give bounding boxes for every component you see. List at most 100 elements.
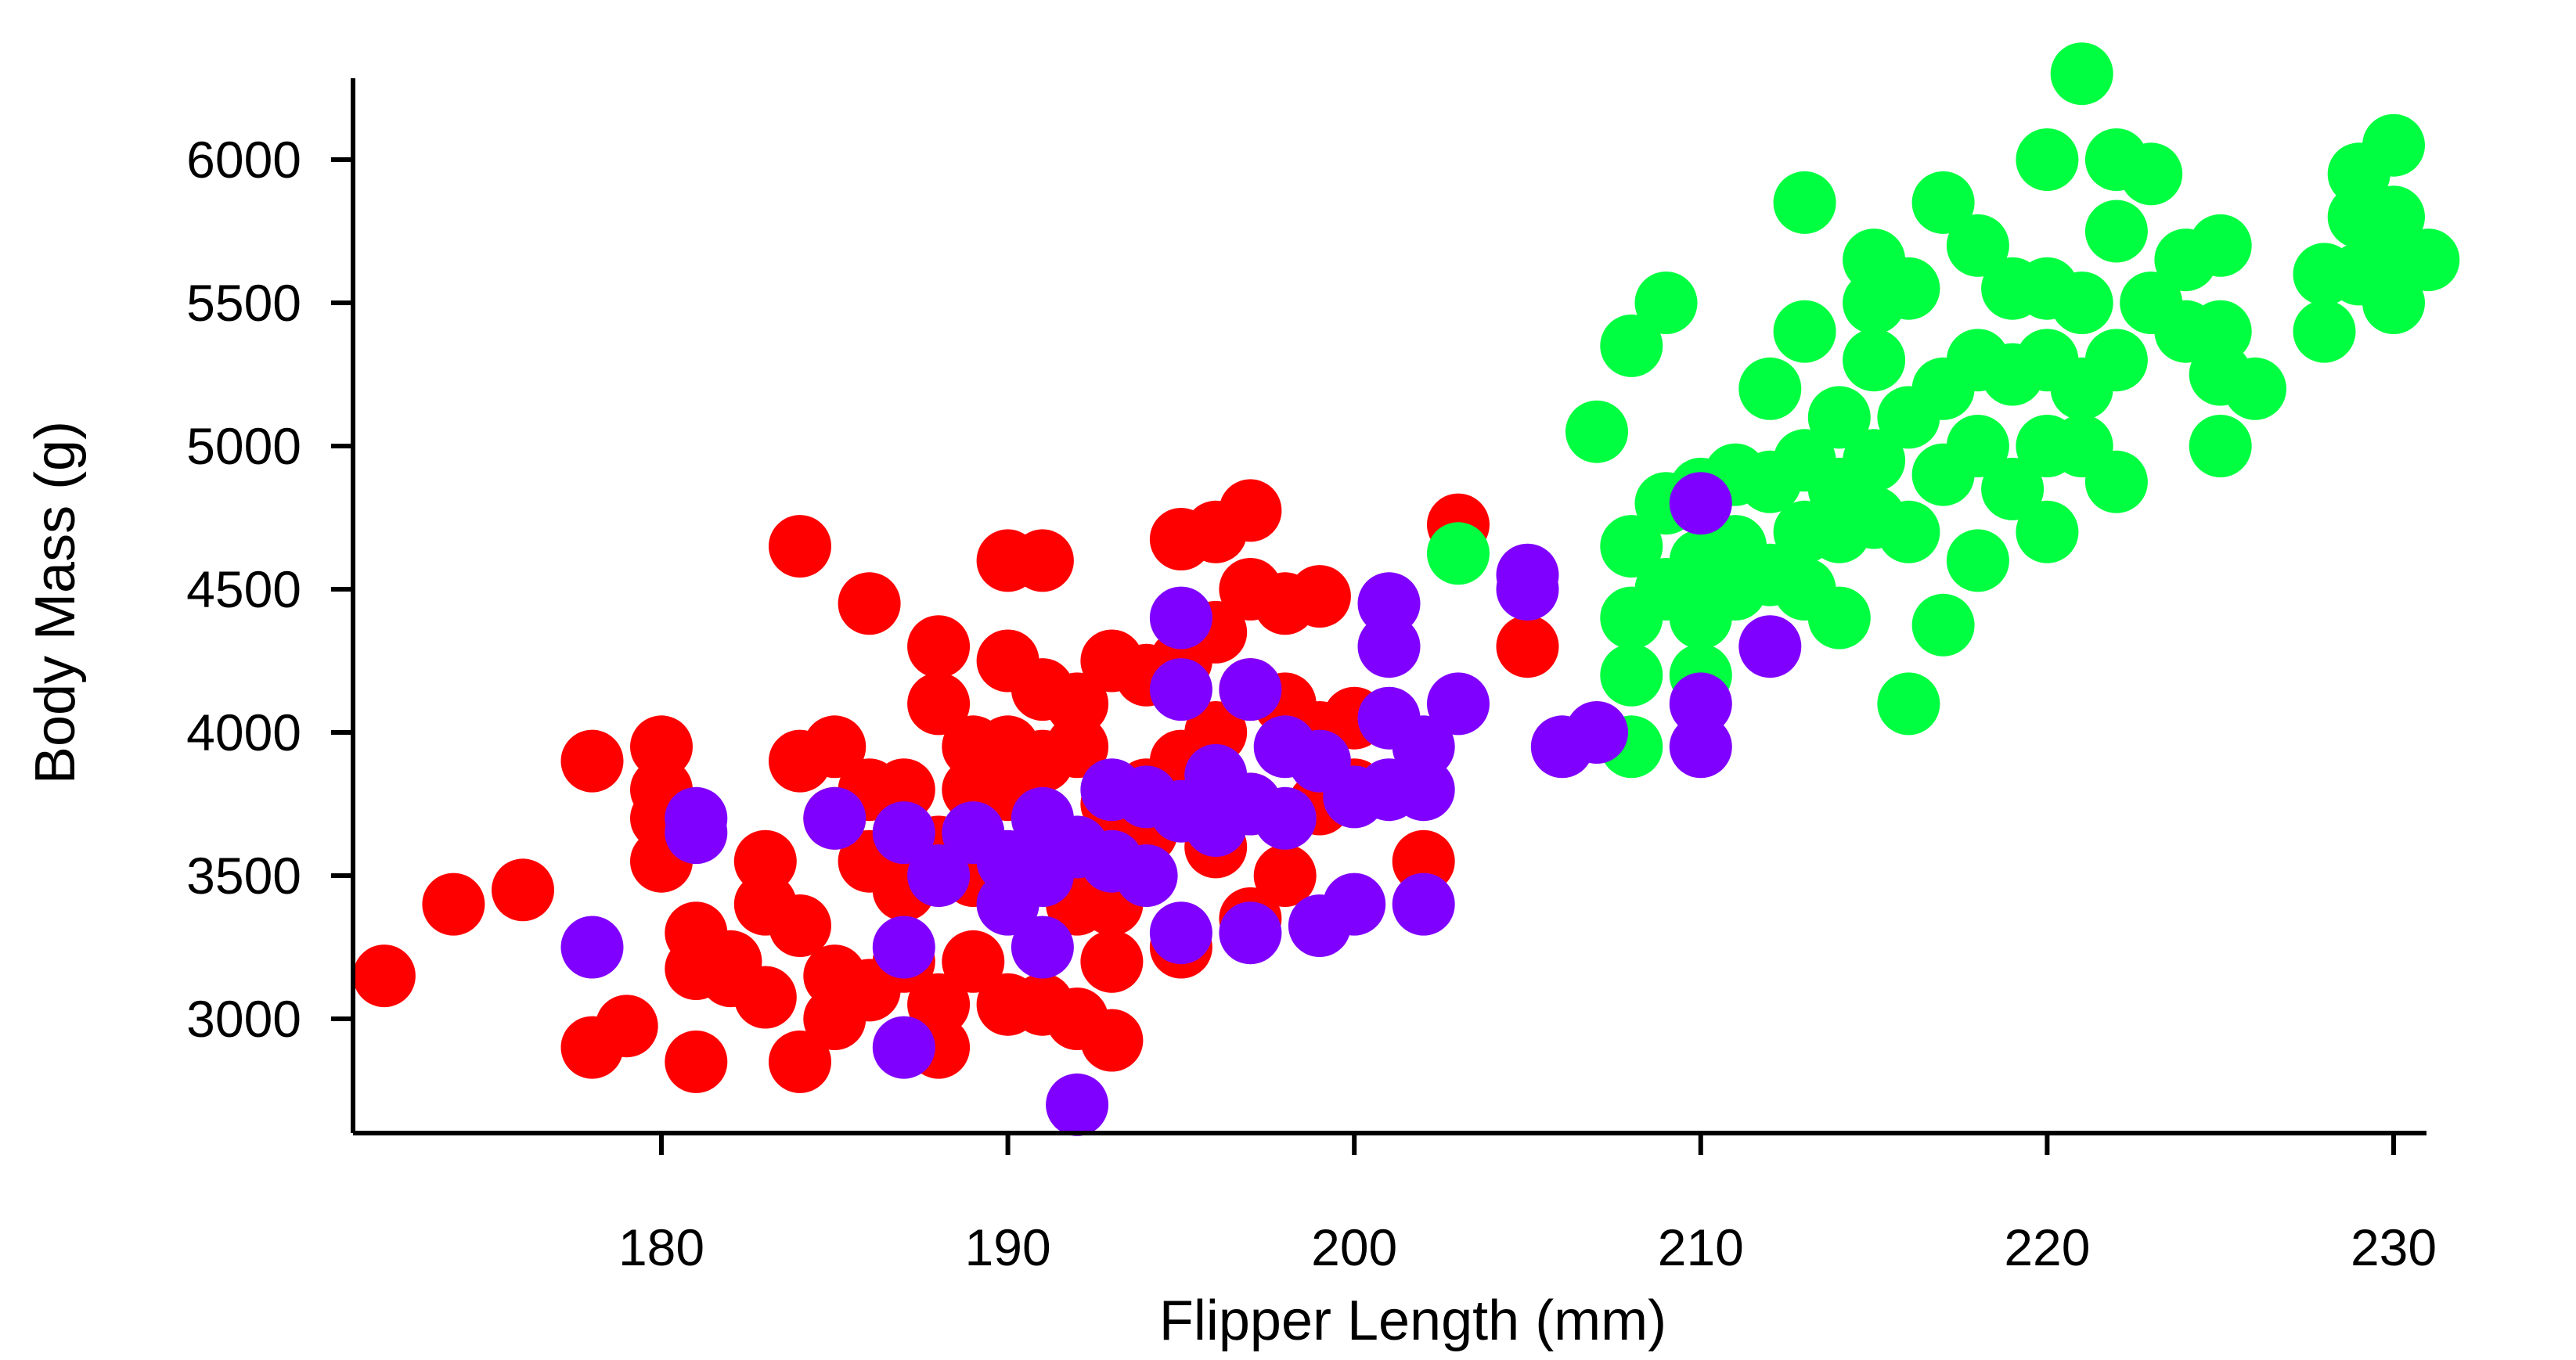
data-point-series-1	[1046, 672, 1109, 736]
data-point-series-1	[769, 1030, 831, 1093]
data-point-series-3	[803, 786, 866, 850]
data-point-series-3	[1253, 786, 1317, 850]
y-tick-label: 4000	[186, 703, 301, 761]
data-point-series-2	[2084, 200, 2148, 263]
data-point-series-1	[595, 995, 658, 1058]
x-tick-label: 180	[618, 1218, 704, 1276]
data-point-series-3	[1149, 586, 1212, 649]
data-point-series-2	[2293, 300, 2356, 363]
data-point-series-2	[1877, 500, 1940, 563]
y-tick-label: 4500	[186, 560, 301, 618]
data-point-series-2	[1946, 529, 2009, 592]
x-axis-title: Flipper Length (mm)	[1159, 1290, 1666, 1352]
data-point-series-1	[1046, 715, 1109, 779]
data-point-series-3	[1219, 658, 1282, 721]
data-point-series-2	[1877, 257, 1940, 320]
data-point-series-1	[1392, 829, 1455, 893]
data-point-series-3	[1357, 615, 1421, 678]
data-point-series-2	[2120, 142, 2183, 206]
data-point-series-3	[1357, 572, 1421, 635]
data-point-series-3	[1669, 472, 1732, 535]
data-point-series-2	[1807, 586, 1871, 649]
data-point-series-1	[803, 715, 866, 779]
data-point-series-2	[1911, 593, 1975, 657]
data-point-series-1	[1011, 529, 1074, 592]
data-point-series-2	[2016, 500, 2079, 563]
data-point-series-3	[1149, 901, 1212, 965]
data-point-series-2	[1600, 643, 1663, 707]
y-ticks: 3000 3500 4000 4500 5000 5500 6000	[186, 131, 353, 1048]
data-point-series-3	[665, 801, 728, 865]
data-point-series-2	[2016, 128, 2079, 191]
data-point-series-1	[1080, 930, 1144, 993]
data-point-series-1	[1184, 701, 1248, 764]
data-point-series-3	[1392, 758, 1455, 822]
data-point-series-2	[1565, 400, 1628, 463]
data-point-series-2	[2189, 415, 2252, 477]
data-point-series-2	[1946, 415, 2009, 477]
x-tick-label: 220	[2004, 1218, 2090, 1276]
axes-layer	[351, 78, 2426, 1135]
data-point-series-3	[907, 844, 971, 907]
data-point-series-3	[1219, 901, 1282, 965]
data-point-series-2	[1843, 429, 1906, 492]
data-point-series-3	[1323, 872, 1386, 936]
data-point-series-2	[2084, 329, 2148, 392]
data-point-series-2	[2362, 113, 2425, 177]
data-point-series-2	[2189, 214, 2252, 277]
data-point-series-1	[1253, 844, 1317, 907]
data-point-series-3	[1669, 672, 1732, 736]
data-point-series-2	[2224, 357, 2286, 420]
data-point-series-3	[1738, 615, 1802, 678]
y-axis-title: Body Mass (g)	[24, 421, 87, 784]
y-tick-label: 3500	[186, 847, 301, 905]
data-point-series-3	[560, 916, 624, 979]
data-point-series-1	[769, 894, 831, 957]
y-tick-label: 5500	[186, 274, 301, 332]
data-point-series-1	[665, 1030, 728, 1093]
y-tick-label: 6000	[186, 131, 301, 189]
data-point-series-2	[1738, 357, 1802, 420]
data-point-series-1	[1219, 479, 1282, 542]
data-point-series-3	[1392, 872, 1455, 936]
data-point-series-3	[1149, 658, 1212, 721]
data-point-series-1	[907, 973, 971, 1036]
data-point-series-1	[907, 672, 971, 736]
data-point-series-1	[1080, 1009, 1144, 1072]
data-point-series-2	[2362, 272, 2425, 334]
data-point-series-1	[1288, 565, 1351, 628]
x-tick-label: 210	[1658, 1218, 1744, 1276]
data-point-series-2	[2050, 272, 2113, 334]
data-point-series-3	[1565, 701, 1628, 764]
data-point-series-1	[942, 930, 1005, 993]
data-point-series-3	[872, 801, 935, 865]
data-point-series-3	[1115, 844, 1178, 907]
data-point-series-1	[907, 615, 971, 678]
data-point-series-3	[1046, 1073, 1109, 1136]
points-layer	[352, 42, 2460, 1136]
data-point-series-1	[872, 758, 935, 822]
data-point-series-1	[838, 572, 901, 635]
data-point-series-3	[1669, 715, 1732, 779]
data-point-series-2	[1600, 515, 1663, 578]
data-point-series-1	[630, 715, 693, 779]
data-point-series-2	[2397, 228, 2460, 292]
data-point-series-1	[560, 729, 624, 793]
data-point-series-3	[1392, 715, 1455, 779]
data-point-series-2	[1773, 171, 1836, 234]
data-point-series-1	[422, 872, 485, 936]
data-point-series-2	[1843, 329, 1906, 392]
y-tick-label: 3000	[186, 990, 301, 1048]
data-point-series-3	[1427, 672, 1490, 736]
data-point-series-2	[1877, 672, 1940, 736]
data-point-series-2	[1981, 457, 2045, 520]
data-point-series-2	[2189, 300, 2252, 363]
data-point-series-1	[492, 858, 554, 922]
data-point-series-2	[1807, 386, 1871, 449]
data-point-series-2	[1911, 171, 1975, 234]
data-point-series-2	[2084, 450, 2148, 513]
data-point-series-2	[1773, 300, 1836, 363]
data-point-series-1	[733, 966, 797, 1029]
